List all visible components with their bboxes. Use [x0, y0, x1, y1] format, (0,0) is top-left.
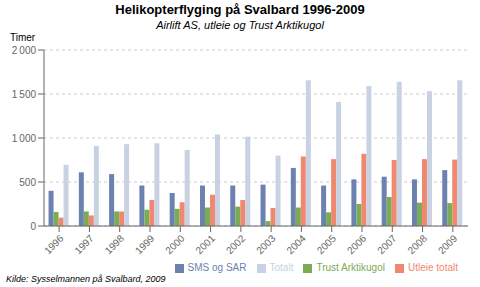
svg-text:500: 500 — [19, 177, 36, 188]
svg-text:2005: 2005 — [315, 232, 339, 256]
html-text:Helikopterflyging på Svalbard: Helikopterflyging på Svalbard 1996-2009 — [115, 2, 365, 17]
svg-text:2 000: 2 000 — [12, 45, 37, 56]
html-text:SMS og SAR: SMS og SAR — [187, 262, 247, 273]
svg-text:2001: 2001 — [193, 232, 217, 256]
html-text:Airlift AS, utleie og Trust Ar: Airlift AS, utleie og Trust Arktikugol — [156, 19, 324, 31]
svg-text:2000: 2000 — [163, 232, 187, 256]
svg-text:2003: 2003 — [254, 232, 278, 256]
svg-text:2007: 2007 — [375, 232, 399, 256]
svg-text:1999: 1999 — [133, 232, 157, 256]
html-text:Totalt: Totalt — [269, 262, 294, 273]
svg-text:0: 0 — [30, 221, 36, 232]
svg-text:1996: 1996 — [42, 232, 66, 256]
html-text:Utleie totalt: Utleie totalt — [408, 262, 458, 273]
svg-text:2002: 2002 — [224, 232, 248, 256]
svg-text:1 000: 1 000 — [12, 133, 37, 144]
svg-text:1997: 1997 — [72, 232, 96, 256]
html-text:Kilde: Sysselmannen på Svalbar: Kilde: Sysselmannen på Svalbard, 2009 — [6, 274, 166, 284]
svg-text:1998: 1998 — [103, 232, 127, 256]
svg-text:2004: 2004 — [284, 232, 308, 256]
svg-text:2006: 2006 — [345, 232, 369, 256]
html-text:Timer: Timer — [10, 32, 36, 43]
html-text:Trust Arktikugol: Trust Arktikugol — [316, 262, 385, 273]
svg-text:2008: 2008 — [405, 232, 429, 256]
svg-text:1 500: 1 500 — [12, 89, 37, 100]
svg-text:2009: 2009 — [436, 232, 460, 256]
